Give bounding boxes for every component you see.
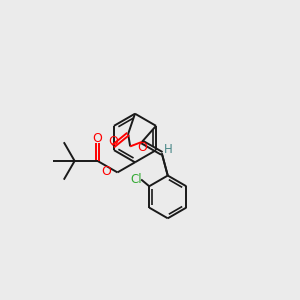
Text: O: O — [102, 165, 112, 178]
Text: O: O — [108, 135, 118, 148]
Text: Cl: Cl — [130, 173, 142, 186]
Text: O: O — [93, 132, 103, 145]
Text: O: O — [137, 141, 147, 154]
Text: H: H — [164, 143, 173, 156]
